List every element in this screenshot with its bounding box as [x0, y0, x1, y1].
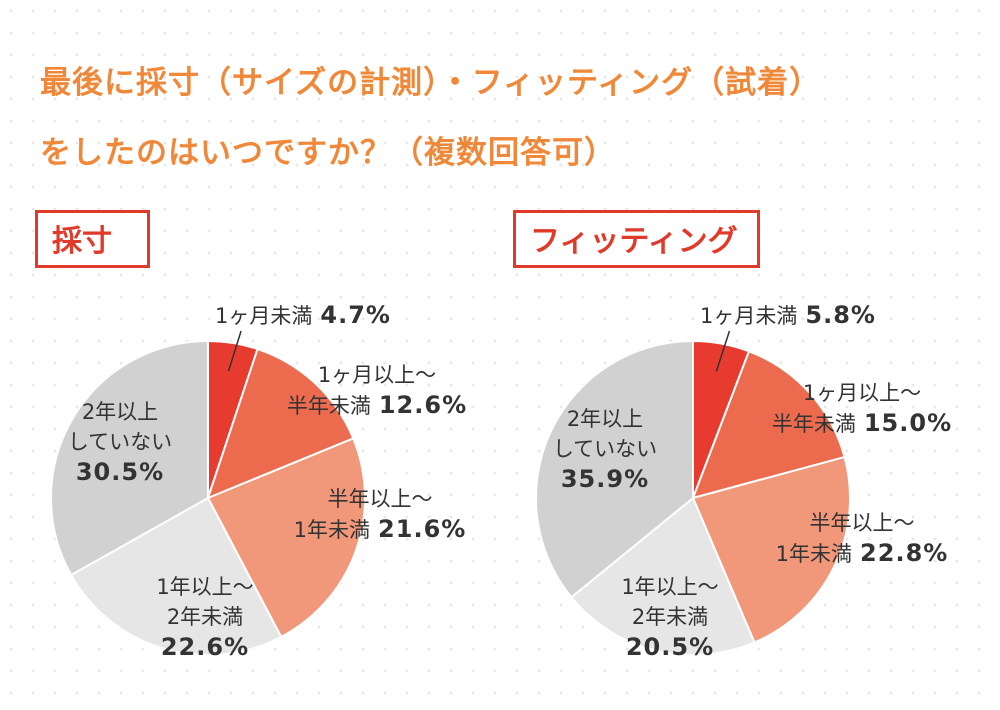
slice-label: 半年以上〜 1年未満 22.8% [752, 508, 972, 569]
pie-slice [69, 496, 283, 656]
pie-slice [569, 496, 756, 656]
chart-subtitle: 採寸 [35, 210, 150, 268]
value-label: 22.6% [160, 633, 250, 661]
slice-label: 2年以上 していない 35.9% [525, 404, 685, 494]
slice-label: 1ヶ月未満 4.7% [215, 300, 445, 331]
value-label: 4.7% [320, 301, 391, 329]
category-label: 2年以上 していない [552, 407, 658, 461]
slice-label: 2年以上 していない 30.5% [40, 397, 200, 487]
slice-label: 1年以上〜 2年未満 22.6% [120, 572, 290, 662]
value-label: 30.5% [75, 458, 165, 486]
title: 最後に採寸（サイズの計測）・フィッティング（試着） をしたのはいつですか？（複数… [40, 65, 822, 171]
pie-slice [691, 455, 851, 644]
category-label: 半年以上〜 1年未満 [775, 511, 915, 566]
category-label: 1年以上〜 2年未満 [156, 575, 254, 629]
pie-slice [691, 350, 846, 500]
slice-label: 1年以上〜 2年未満 20.5% [585, 572, 755, 662]
category-label: 1ヶ月未満 [700, 304, 798, 328]
slice-label: 半年以上〜 1年未満 21.6% [270, 484, 490, 545]
category-label: 1ヶ月以上〜 半年未満 [286, 363, 437, 418]
pie-slice [206, 437, 366, 639]
value-label: 15.0% [863, 409, 953, 437]
pie-slice [535, 339, 694, 599]
leader-line [715, 330, 731, 372]
category-label: 1年以上〜 2年未満 [621, 575, 719, 629]
category-label: 2年以上 していない [67, 400, 173, 454]
pie-slice [206, 347, 355, 500]
value-label: 21.6% [378, 515, 467, 543]
category-label: 半年以上〜 1年未満 [293, 487, 433, 542]
slice-label: 1ヶ月以上〜 半年未満 15.0% [747, 378, 977, 439]
value-label: 35.9% [560, 465, 650, 493]
chart-subtitle: フィッティング [513, 210, 760, 268]
value-label: 12.6% [378, 391, 468, 419]
value-label: 22.8% [860, 539, 949, 567]
category-label: 1ヶ月以上〜 半年未満 [771, 381, 922, 436]
pie-slice [50, 339, 209, 577]
slice-label: 1ヶ月以上〜 半年未満 12.6% [262, 360, 492, 421]
value-label: 5.8% [805, 301, 876, 329]
slice-label: 1ヶ月未満 5.8% [700, 300, 930, 331]
leader-line [227, 330, 242, 372]
value-label: 20.5% [625, 633, 715, 661]
category-label: 1ヶ月未満 [215, 304, 313, 328]
